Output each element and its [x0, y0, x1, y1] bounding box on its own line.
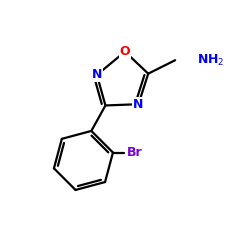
- Text: NH$_2$: NH$_2$: [197, 53, 224, 68]
- Text: O: O: [120, 45, 130, 58]
- Text: N: N: [133, 98, 144, 111]
- Text: N: N: [92, 68, 102, 82]
- Text: Br: Br: [126, 146, 142, 159]
